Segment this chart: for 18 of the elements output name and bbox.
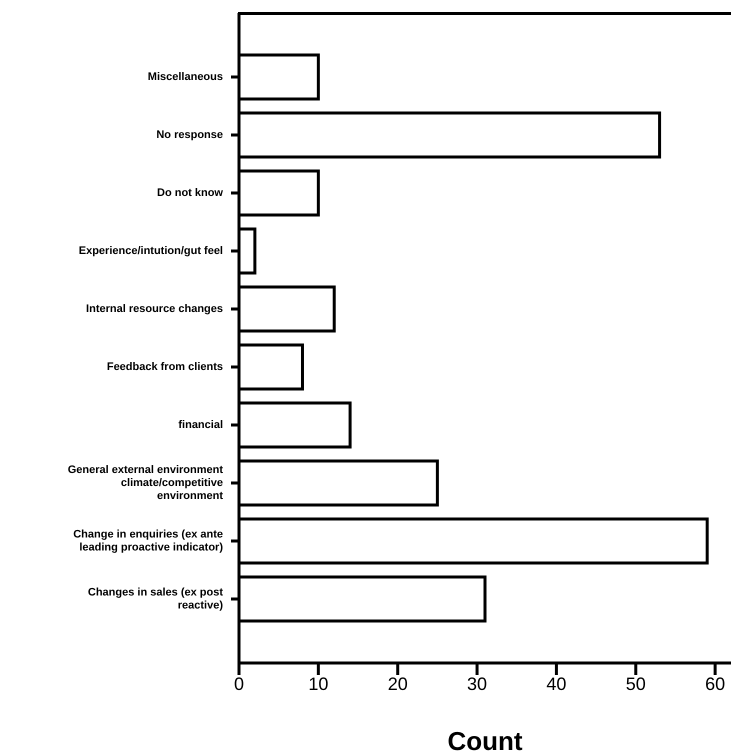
x-axis-title: Count (447, 726, 523, 754)
y-tick-label: General external environment climate/competitive environment (68, 464, 224, 502)
x-tick-label: 20 (388, 674, 408, 694)
y-tick-label: Experience/intution/gut feel (78, 245, 223, 257)
y-tick-label: No response (156, 129, 223, 141)
x-tick-label: 30 (467, 674, 488, 694)
y-tick-label: Feedback from clients (106, 361, 223, 373)
y-tick-label: Change in enquiries (ex ante leading proactive indicator) (73, 528, 224, 554)
x-tick-label: 60 (705, 674, 726, 694)
y-tick-label: Internal resource changes (86, 303, 223, 315)
x-tick-label: 10 (308, 674, 328, 694)
x-tick-label: 40 (546, 674, 566, 694)
y-tick-label: Miscellaneous (148, 71, 223, 83)
y-tick-label: financial (178, 419, 223, 431)
y-tick-label: Do not know (157, 187, 224, 199)
x-tick-label: 50 (626, 674, 646, 694)
y-tick-label: Changes in sales (ex post reactive) (88, 586, 224, 612)
x-tick-label: 0 (234, 674, 244, 694)
